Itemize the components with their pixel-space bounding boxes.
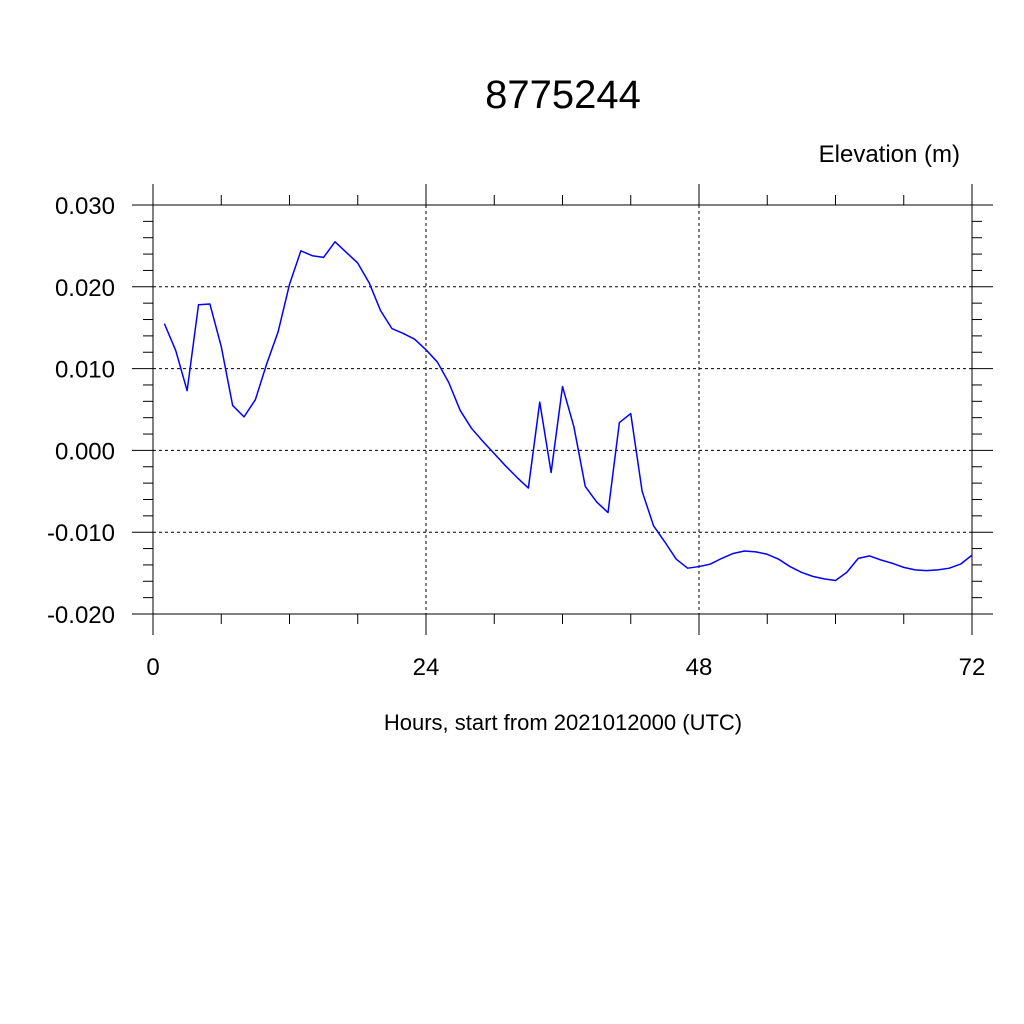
y-tick-label: 0.030 <box>55 193 115 220</box>
x-tick-label: 24 <box>413 654 440 681</box>
chart-title: 8775244 <box>485 73 641 117</box>
tick-labels: -0.020 -0.010 0.000 0.010 0.020 0.030 0 24 48 72 <box>47 193 985 681</box>
y-tick-label: 0.020 <box>55 275 115 302</box>
x-axis-label: Hours, start from 2021012000 (UTC) <box>384 710 742 735</box>
y-tick-label: 0.000 <box>55 438 115 465</box>
x-tick-label: 48 <box>686 654 713 681</box>
y-tick-label: -0.010 <box>47 520 115 547</box>
y-tick-label: 0.010 <box>55 357 115 384</box>
series-layer <box>163 241 973 582</box>
tick-marks <box>132 184 993 635</box>
series-line <box>163 241 973 582</box>
x-tick-label: 72 <box>959 654 986 681</box>
y-tick-label: -0.020 <box>47 602 115 629</box>
x-tick-label: 0 <box>146 654 159 681</box>
y-axis-label: Elevation (m) <box>819 141 960 168</box>
